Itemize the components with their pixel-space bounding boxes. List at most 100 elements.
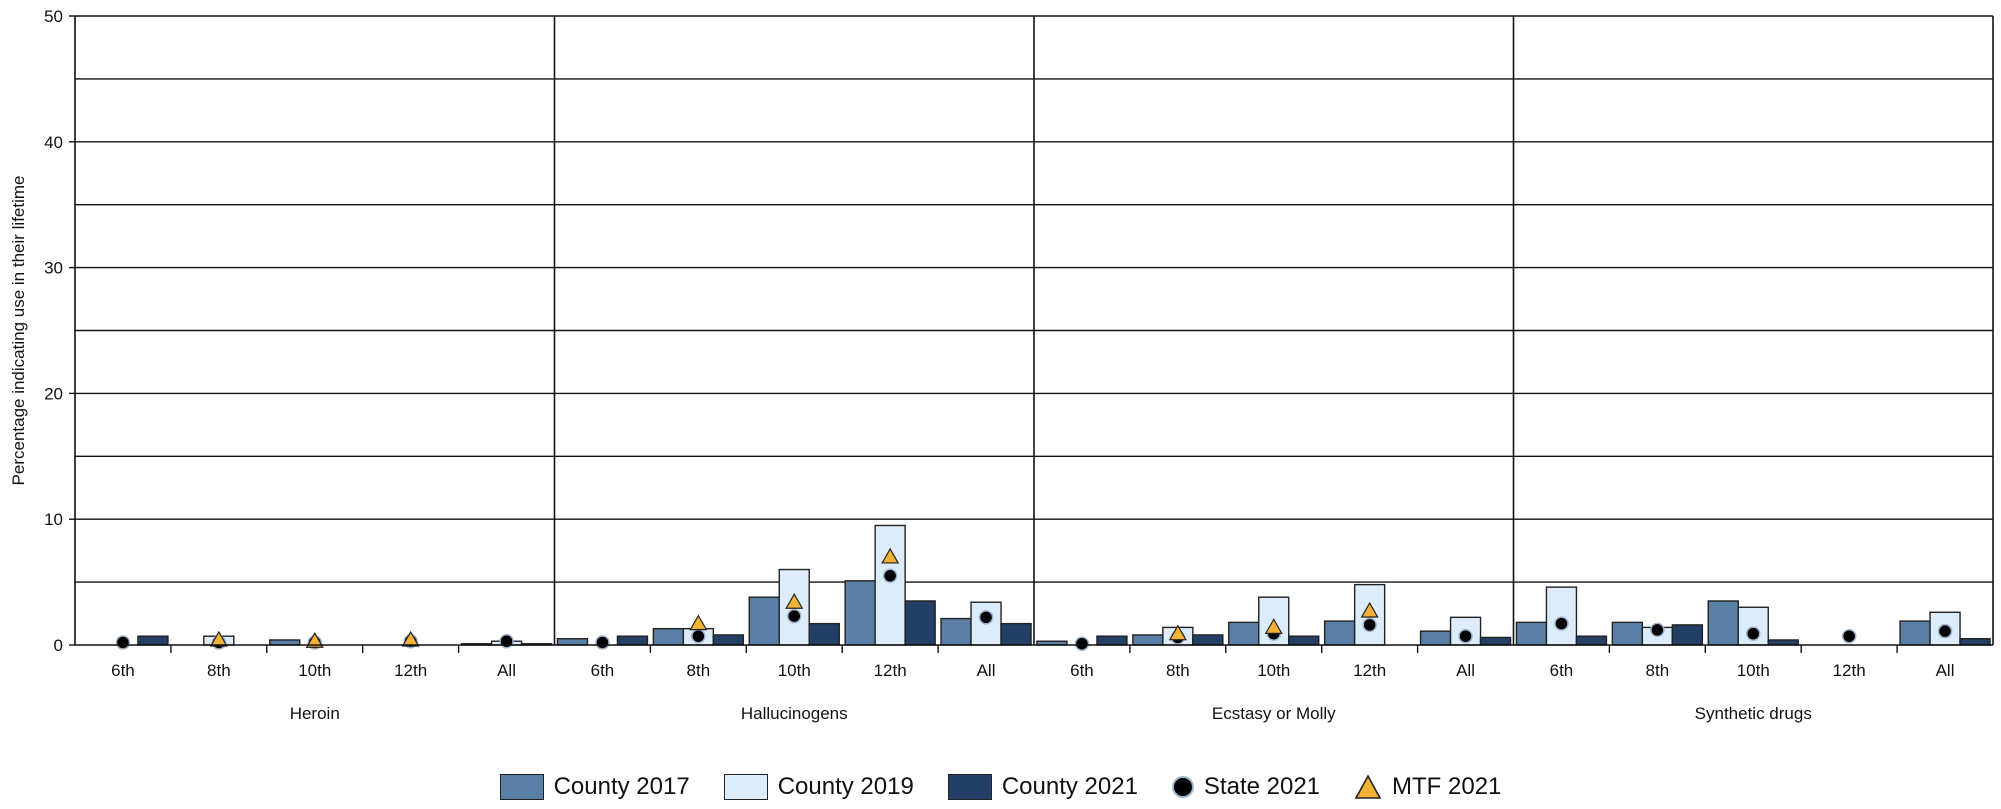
mtf-marker xyxy=(689,614,708,631)
x-tick-label: All xyxy=(497,661,516,680)
state-marker xyxy=(978,610,994,625)
y-tick-label: 10 xyxy=(44,510,63,529)
state-marker xyxy=(691,628,706,644)
bar xyxy=(652,627,685,646)
y-tick-label: 30 xyxy=(44,259,63,278)
bar xyxy=(1611,621,1644,646)
bar xyxy=(748,596,780,646)
x-tick-label: 10th xyxy=(778,661,811,680)
circle-marker-icon xyxy=(1171,776,1194,798)
mtf-marker xyxy=(1264,618,1283,634)
bar xyxy=(616,635,649,646)
mtf-marker xyxy=(1168,624,1187,641)
mtf-marker xyxy=(401,630,420,647)
group-label: Hallucinogens xyxy=(741,704,848,723)
mtf-marker xyxy=(785,593,804,609)
state-marker xyxy=(882,568,898,584)
mtf-marker xyxy=(209,630,228,647)
x-tick-label: 10th xyxy=(298,661,331,680)
mtf-marker xyxy=(305,632,324,648)
legend-swatch-county-2021 xyxy=(947,774,992,800)
mtf-marker xyxy=(1360,601,1379,618)
bar xyxy=(1545,586,1578,646)
bar xyxy=(1132,634,1164,646)
x-tick-label: 8th xyxy=(687,661,711,680)
bar xyxy=(1899,620,1931,646)
y-tick-label: 20 xyxy=(44,384,63,403)
x-tick-label: 12th xyxy=(394,661,427,680)
bar xyxy=(1000,622,1032,646)
legend-swatch-county-2019 xyxy=(723,774,768,800)
bar xyxy=(556,638,589,646)
x-tick-label: 8th xyxy=(1646,661,1670,680)
legend-label-county-2021: County 2021 xyxy=(1001,773,1138,800)
x-tick-label: 8th xyxy=(207,661,231,680)
group-label: Synthetic drugs xyxy=(1695,704,1812,723)
state-marker xyxy=(1458,628,1473,644)
x-tick-label: 12th xyxy=(1353,661,1386,680)
axis-layer xyxy=(69,15,1994,653)
x-tick-label: 6th xyxy=(1550,661,1574,680)
state-marker xyxy=(1362,617,1377,633)
legend-item-mtf-2021: MTF 2021 xyxy=(1354,773,1501,801)
legend-item-state-2021: State 2021 xyxy=(1171,773,1321,801)
y-tick-label: 50 xyxy=(44,7,63,26)
state-marker xyxy=(115,635,131,650)
legend-label-county-2019: County 2019 xyxy=(777,773,914,800)
bar xyxy=(940,617,972,646)
x-tick-label: 6th xyxy=(111,661,135,680)
x-tick-label: 10th xyxy=(1737,661,1770,680)
label-layer: 0 10 20 30 40 50 Percentage indicating use in … xyxy=(9,7,1955,723)
bar xyxy=(1707,600,1739,646)
x-tick-label: All xyxy=(977,661,996,680)
bar xyxy=(1228,621,1260,646)
legend-label-mtf-2021: MTF 2021 xyxy=(1392,773,1502,800)
group-label: Ecstasy or Molly xyxy=(1212,704,1336,723)
legend-item-county-2021: County 2021 xyxy=(947,773,1138,801)
legend-item-county-2019: County 2019 xyxy=(723,773,914,801)
state-marker xyxy=(1650,622,1665,638)
bar xyxy=(1192,634,1224,646)
state-marker xyxy=(595,635,610,650)
bar xyxy=(1419,630,1452,646)
bar xyxy=(1515,621,1548,646)
legend-label-state-2021: State 2021 xyxy=(1203,773,1321,800)
y-tick-label: 40 xyxy=(44,133,63,152)
x-tick-label: All xyxy=(1456,661,1475,680)
state-marker xyxy=(1554,616,1569,631)
legend-swatch-county-2017 xyxy=(499,774,544,800)
bar xyxy=(1959,638,1991,646)
x-tick-label: 10th xyxy=(1257,661,1290,680)
x-tick-label: 6th xyxy=(591,661,615,680)
bar xyxy=(1575,635,1608,646)
x-tick-label: 8th xyxy=(1166,661,1190,680)
state-marker xyxy=(1074,636,1090,651)
bar-layer xyxy=(137,524,1991,646)
bar xyxy=(1288,635,1320,646)
state-marker xyxy=(1841,628,1857,644)
state-marker xyxy=(1937,623,1953,639)
bar xyxy=(874,524,906,646)
state-marker xyxy=(787,608,802,624)
bar xyxy=(904,600,936,646)
legend: County 2017 County 2019 County 2021 Stat… xyxy=(0,767,2001,807)
state-marker xyxy=(1746,626,1761,641)
mtf-marker xyxy=(881,547,900,564)
bar xyxy=(137,635,169,646)
bar xyxy=(1671,624,1704,646)
group-label: Heroin xyxy=(290,704,340,723)
x-tick-label: 12th xyxy=(874,661,907,680)
x-tick-label: 6th xyxy=(1070,661,1094,680)
triangle-marker-icon xyxy=(1354,774,1382,799)
legend-label-county-2017: County 2017 xyxy=(553,773,690,800)
bar xyxy=(844,580,876,646)
y-tick-label: 0 xyxy=(54,636,63,655)
x-tick-label: All xyxy=(1936,661,1955,680)
legend-item-county-2017: County 2017 xyxy=(499,773,690,801)
bar xyxy=(1096,635,1128,646)
y-axis-title: Percentage indicating use in their lifet… xyxy=(9,176,28,486)
bar xyxy=(1479,636,1512,646)
bar xyxy=(808,622,840,646)
